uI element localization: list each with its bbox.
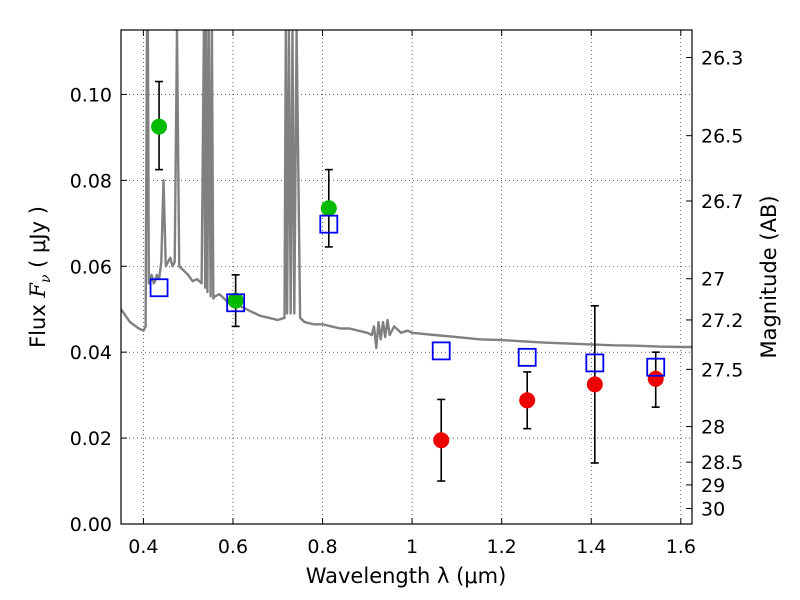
magnitude-tick-label: 27.2 bbox=[701, 310, 743, 332]
model-photometry-point bbox=[319, 214, 339, 234]
x-tick-label: 0.4 bbox=[128, 536, 158, 558]
magnitude-tick-label: 28.5 bbox=[701, 452, 743, 474]
tick-layer: 0.4 0.6 0.8 1 1.2 1.4 1.6 0.00 0.02 0.04 0.06 0.08 0… bbox=[70, 30, 743, 558]
y2-axis-title: Magnitude (AB) bbox=[757, 195, 781, 358]
y-tick-label: 0.04 bbox=[70, 342, 112, 364]
model-photometry-point bbox=[431, 341, 451, 361]
x-tick-label: 1.4 bbox=[576, 536, 606, 558]
magnitude-tick-label: 30 bbox=[701, 499, 725, 521]
x-tick-label: 1 bbox=[406, 536, 418, 558]
plot-frame bbox=[120, 29, 693, 525]
magnitude-tick-label: 26.7 bbox=[701, 191, 743, 213]
magnitude-tick-label: 28 bbox=[701, 416, 725, 438]
magnitude-tick-label: 27.5 bbox=[701, 359, 743, 381]
data-point bbox=[586, 376, 603, 393]
data-point bbox=[227, 292, 244, 309]
y-tick-label: 0.06 bbox=[70, 256, 112, 278]
data-point bbox=[519, 392, 536, 409]
y-tick-label: 0.02 bbox=[70, 428, 112, 450]
model-photometry-point bbox=[585, 353, 605, 373]
data-point bbox=[647, 370, 664, 387]
x-tick-label: 0.6 bbox=[218, 536, 248, 558]
y-axis-title: Flux Fν ( μJy ) bbox=[26, 206, 54, 348]
model-spectrum-line bbox=[121, 30, 692, 350]
data-point bbox=[433, 432, 450, 449]
magnitude-tick-label: 26.3 bbox=[701, 47, 743, 69]
model-photometry-point bbox=[646, 357, 666, 377]
y-tick-label: 0.08 bbox=[70, 170, 112, 192]
magnitude-tick-label: 26.5 bbox=[701, 126, 743, 148]
errorbar-layer bbox=[155, 80, 660, 482]
model-photometry-point bbox=[226, 293, 246, 313]
model-photometry-point bbox=[517, 347, 537, 367]
model-photometry-point bbox=[149, 278, 169, 298]
data-point bbox=[320, 200, 337, 217]
x-axis-title: Wavelength λ (μm) bbox=[306, 564, 507, 588]
x-tick-label: 0.8 bbox=[307, 536, 337, 558]
model-spectrum-layer bbox=[121, 30, 692, 350]
marker-layer bbox=[149, 118, 666, 449]
y-tick-label: 0.10 bbox=[70, 84, 112, 106]
x-tick-label: 1.6 bbox=[666, 536, 696, 558]
x-tick-label: 1.2 bbox=[487, 536, 517, 558]
magnitude-tick-label: 27 bbox=[701, 269, 725, 291]
y-tick-label: 0.00 bbox=[70, 514, 112, 536]
magnitude-tick-label: 29 bbox=[701, 475, 725, 497]
data-point bbox=[151, 118, 168, 135]
